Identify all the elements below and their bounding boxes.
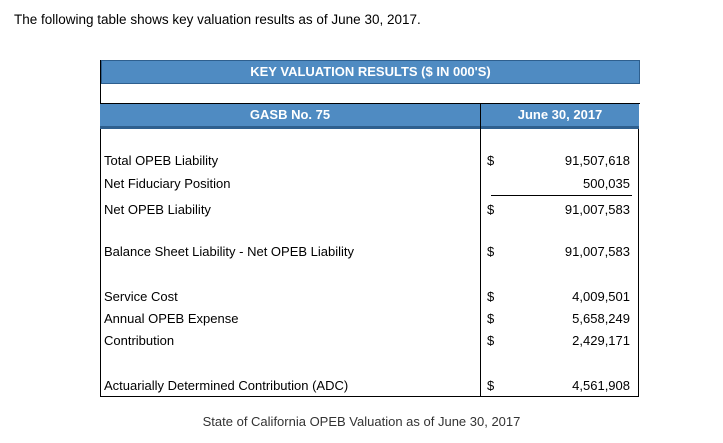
row-currency: $: [487, 311, 495, 326]
table-row-service-cost: Service Cost $ 4,009,501: [104, 288, 636, 306]
row-value: 91,507,618: [564, 153, 630, 168]
table-row-contribution: Contribution $ 2,429,171: [104, 332, 636, 350]
table-row-adc: Actuarially Determined Contribution (ADC…: [104, 377, 636, 395]
row-label: Contribution: [104, 333, 175, 348]
row-value: 2,429,171: [572, 333, 630, 348]
table-title: KEY VALUATION RESULTS ($ IN 000'S): [101, 60, 640, 84]
row-label: Service Cost: [104, 289, 178, 304]
row-label: Actuarially Determined Contribution (ADC…: [104, 378, 349, 393]
table-row-annual-opeb-expense: Annual OPEB Expense $ 5,658,249: [104, 310, 636, 328]
row-label: Net OPEB Liability: [104, 202, 211, 217]
table-spacer-row: [101, 84, 640, 104]
table-row-balance-sheet-liability: Balance Sheet Liability - Net OPEB Liabi…: [104, 243, 636, 261]
row-value: 4,561,908: [572, 378, 630, 393]
column-header-date: June 30, 2017: [481, 104, 639, 126]
table-row-total-opeb-liability: Total OPEB Liability $ 91,507,618: [104, 152, 636, 170]
row-currency: $: [487, 202, 495, 217]
row-currency: $: [487, 378, 495, 393]
row-label: Balance Sheet Liability - Net OPEB Liabi…: [104, 244, 355, 259]
row-currency: $: [487, 333, 495, 348]
row-value: 5,658,249: [572, 311, 630, 326]
subtotal-underline: [491, 195, 632, 196]
valuation-table: KEY VALUATION RESULTS ($ IN 000'S): [100, 60, 640, 397]
row-value: 500,035: [583, 176, 630, 191]
column-header-gasb: GASB No. 75: [100, 104, 480, 126]
row-value: 4,009,501: [572, 289, 630, 304]
table-row-net-opeb-liability: Net OPEB Liability $ 91,007,583: [104, 201, 636, 219]
row-label: Total OPEB Liability: [104, 153, 219, 168]
table-row-net-fiduciary-position: Net Fiduciary Position 500,035: [104, 175, 636, 193]
row-label: Annual OPEB Expense: [104, 311, 239, 326]
row-currency: $: [487, 153, 495, 168]
row-label: Net Fiduciary Position: [104, 176, 231, 191]
row-value: 91,007,583: [564, 244, 630, 259]
figure-caption: State of California OPEB Valuation as of…: [202, 414, 521, 429]
header-divider: [100, 126, 639, 129]
row-currency: $: [487, 244, 495, 259]
intro-text: The following table shows key valuation …: [14, 12, 421, 27]
row-currency: $: [487, 289, 495, 304]
column-divider: [480, 104, 481, 397]
row-value: 91,007,583: [564, 202, 630, 217]
